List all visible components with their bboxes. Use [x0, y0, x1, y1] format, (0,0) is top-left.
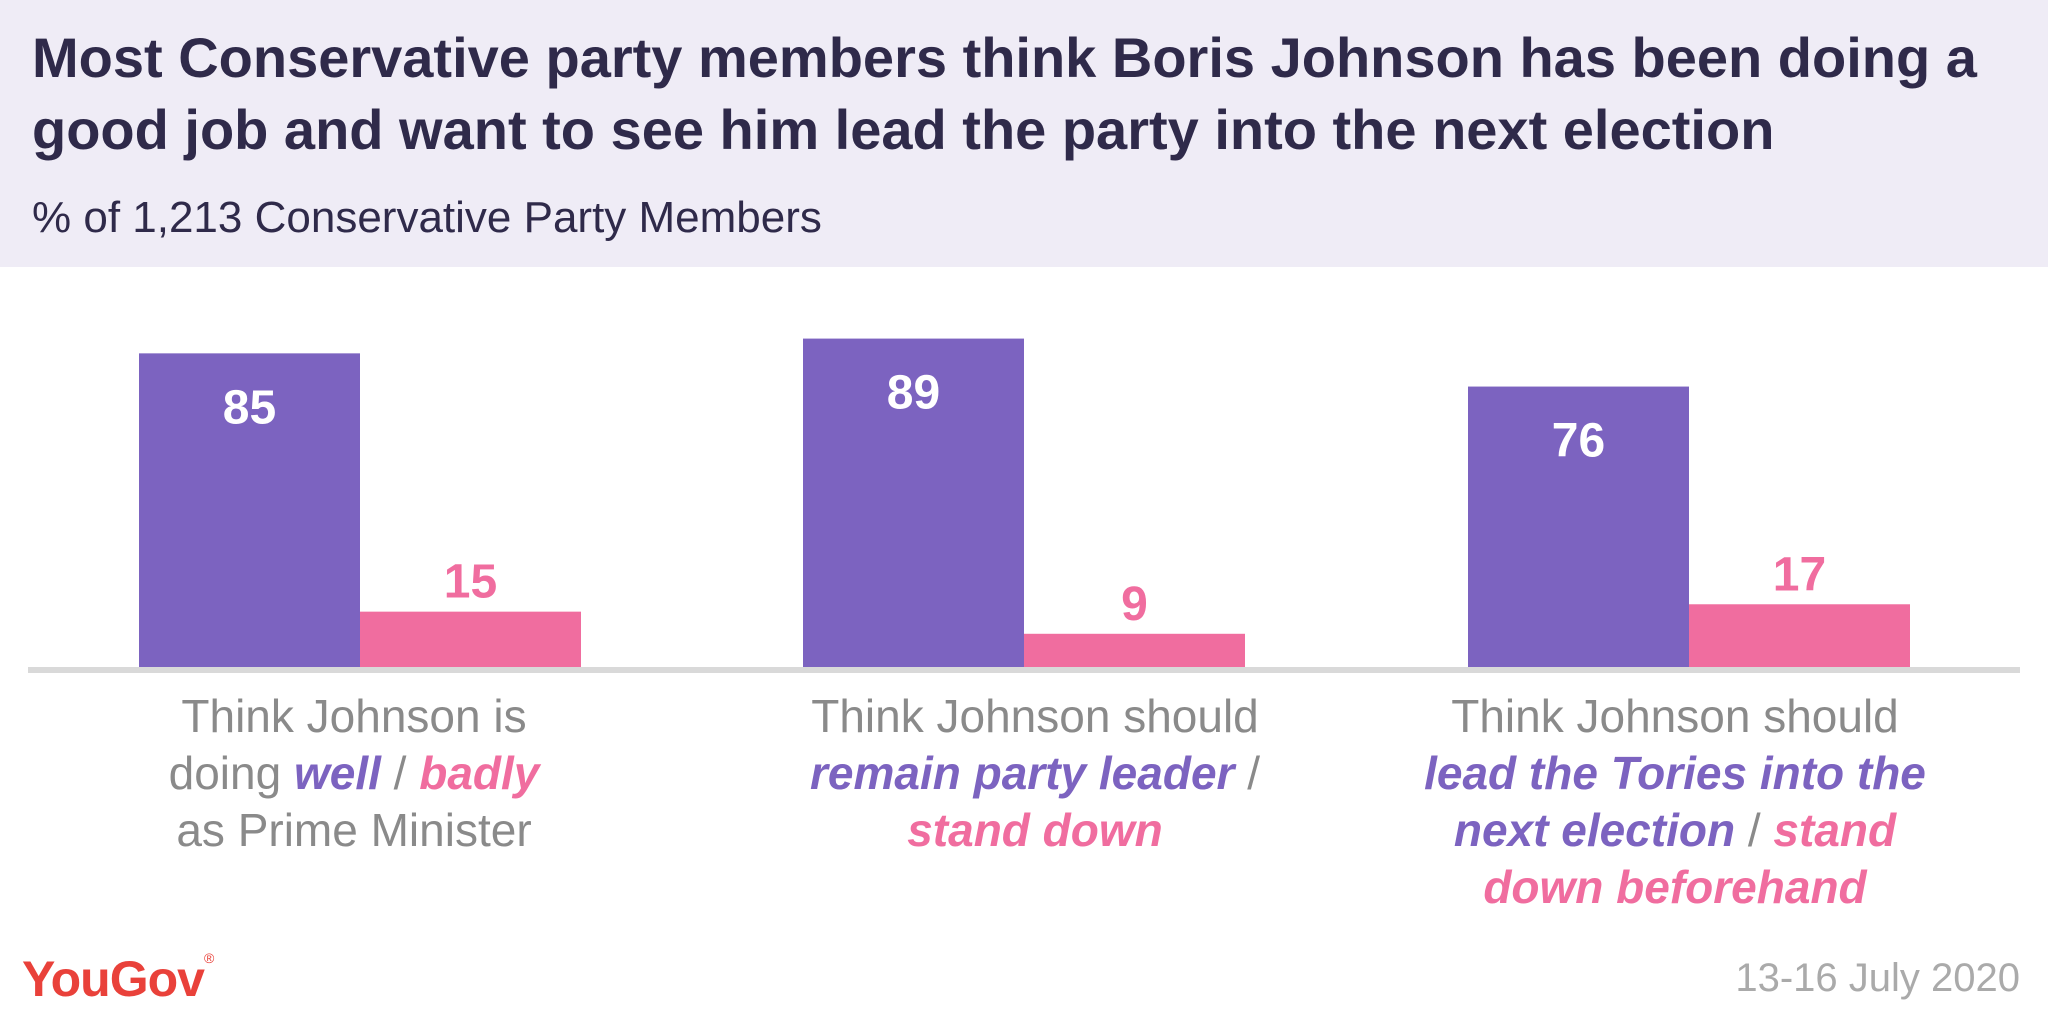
bar-negative-0 — [360, 611, 581, 667]
category-label-1-line3: stand down — [755, 802, 1315, 859]
category-label-2: Think Johnson should lead the Tories int… — [1395, 688, 1955, 916]
category-label-0-line3: as Prime Minister — [176, 804, 532, 856]
category-label-2-line2: lead the Tories into the — [1395, 745, 1955, 802]
category-label-0-line2: doing well / badly — [168, 747, 540, 799]
header-band: Most Conservative party members think Bo… — [0, 0, 2048, 267]
data-label-positive-1: 89 — [887, 367, 940, 420]
category-label-2-line3: next election / stand — [1453, 804, 1897, 856]
data-label-positive-2: 76 — [1552, 415, 1605, 468]
chart-title: Most Conservative party members think Bo… — [32, 26, 1977, 161]
category-label-1-line2: remain party leader / — [810, 747, 1260, 799]
label-positive: well — [293, 747, 381, 799]
data-label-negative-1: 9 — [1121, 578, 1148, 631]
data-label-negative-2: 17 — [1773, 548, 1826, 601]
category-label-1-line1: Think Johnson should — [811, 690, 1259, 742]
bar-positive-0 — [139, 353, 360, 667]
chart-subtitle: % of 1,213 Conservative Party Members — [32, 193, 822, 242]
label-positive: next election — [1453, 804, 1736, 856]
label-positive: lead the Tories into the — [1424, 747, 1926, 799]
category-label-0: Think Johnson is doing well / badly as P… — [74, 688, 634, 859]
bar-negative-2 — [1689, 604, 1910, 667]
label-negative: badly — [419, 747, 540, 799]
category-label-1: Think Johnson should remain party leader… — [755, 688, 1315, 859]
x-axis-baseline — [28, 667, 2020, 673]
category-label-2-line1: Think Johnson should — [1451, 690, 1899, 742]
bar-positive-2 — [1468, 386, 1689, 667]
category-label-0-line1: Think Johnson is — [181, 690, 527, 742]
label-positive: remain party leader — [810, 747, 1235, 799]
label-negative: stand down — [907, 804, 1163, 856]
label-negative: stand — [1773, 804, 1897, 856]
data-label-negative-0: 15 — [444, 556, 497, 609]
data-label-positive-0: 85 — [223, 381, 276, 434]
bar-negative-1 — [1024, 633, 1245, 667]
category-label-2-line4: down beforehand — [1395, 859, 1955, 916]
bar-chart: 85 15 89 9 76 17 — [28, 338, 2020, 673]
bar-positive-1 — [803, 338, 1024, 667]
label-negative: down beforehand — [1483, 861, 1867, 913]
fieldwork-date: 13-16 July 2020 — [1735, 956, 2020, 1000]
yougov-logo: YouGov® — [22, 950, 214, 1007]
